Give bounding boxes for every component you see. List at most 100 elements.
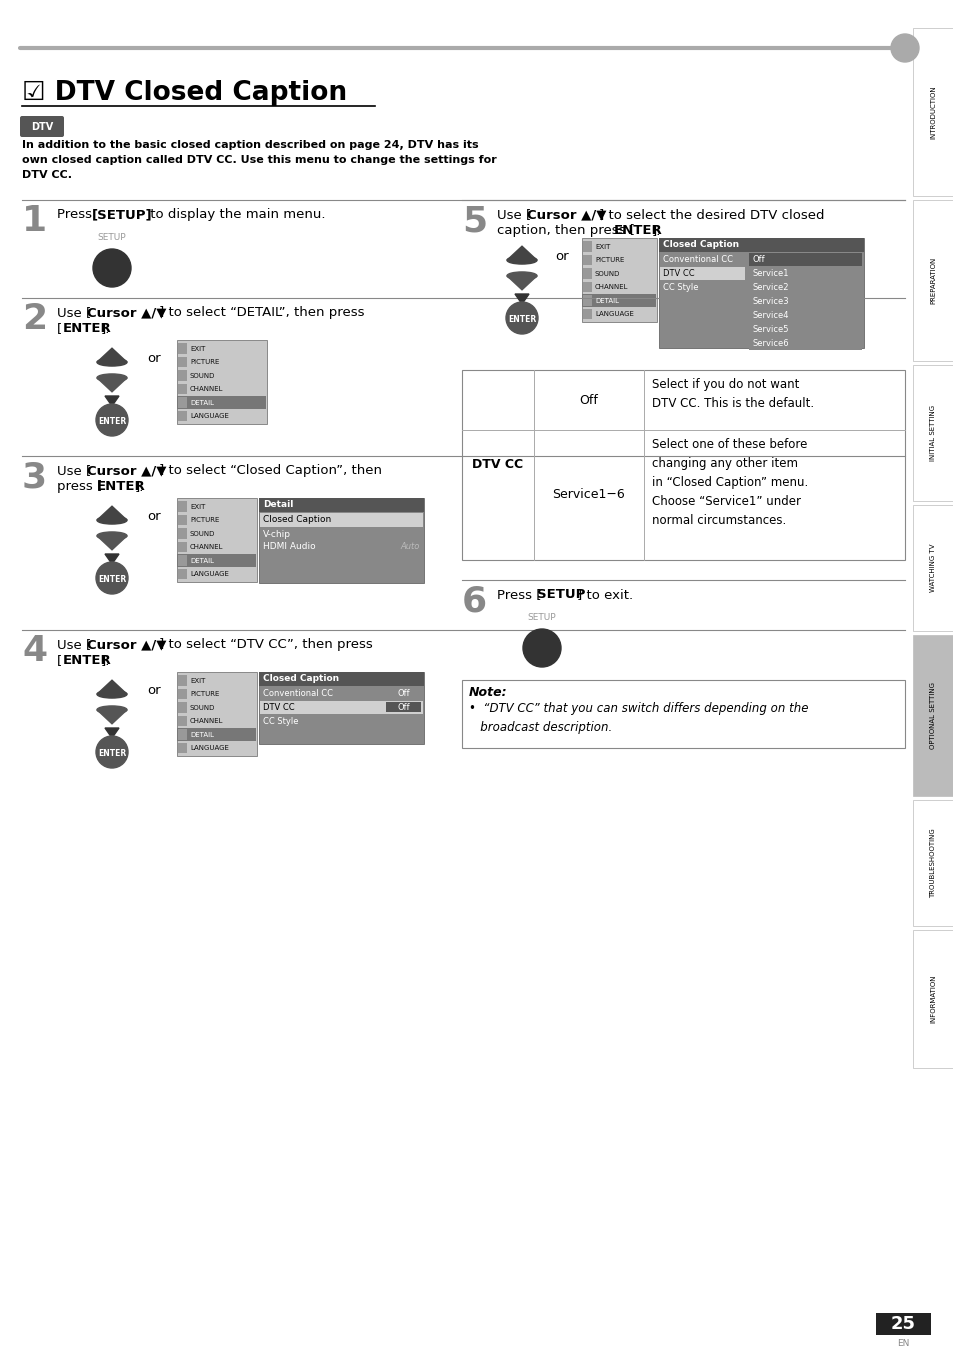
Text: Conventional CC: Conventional CC bbox=[263, 689, 333, 698]
Text: Conventional CC: Conventional CC bbox=[662, 255, 732, 264]
Text: Service1: Service1 bbox=[752, 270, 789, 278]
FancyBboxPatch shape bbox=[386, 702, 420, 712]
Circle shape bbox=[522, 630, 560, 667]
FancyBboxPatch shape bbox=[748, 253, 862, 266]
FancyBboxPatch shape bbox=[178, 528, 187, 538]
Text: SOUND: SOUND bbox=[595, 271, 619, 276]
Text: Off: Off bbox=[579, 394, 598, 407]
Text: DTV: DTV bbox=[30, 123, 53, 132]
Polygon shape bbox=[105, 396, 119, 406]
Text: EXIT: EXIT bbox=[190, 504, 205, 510]
Text: Auto: Auto bbox=[400, 542, 419, 551]
Text: •  “DTV CC” that you can switch differs depending on the
   broadcast descriptio: • “DTV CC” that you can switch differs d… bbox=[469, 702, 807, 735]
Polygon shape bbox=[506, 247, 537, 260]
Text: SETUP: SETUP bbox=[97, 233, 126, 243]
Text: EXIT: EXIT bbox=[190, 678, 205, 683]
Polygon shape bbox=[97, 507, 127, 520]
FancyBboxPatch shape bbox=[659, 253, 744, 266]
Text: DTV CC: DTV CC bbox=[662, 270, 694, 278]
FancyBboxPatch shape bbox=[178, 342, 187, 353]
Text: CHANNEL: CHANNEL bbox=[190, 545, 223, 550]
Text: DETAIL: DETAIL bbox=[595, 298, 618, 303]
FancyBboxPatch shape bbox=[912, 635, 953, 797]
Text: EN: EN bbox=[897, 1339, 909, 1348]
Text: Service1−6: Service1−6 bbox=[552, 488, 625, 501]
Text: CC Style: CC Style bbox=[263, 717, 298, 727]
Text: Use [: Use [ bbox=[57, 638, 91, 651]
FancyBboxPatch shape bbox=[178, 515, 187, 524]
Ellipse shape bbox=[97, 690, 127, 698]
Text: Cursor ▲/▼: Cursor ▲/▼ bbox=[526, 208, 606, 221]
Text: 6: 6 bbox=[461, 584, 487, 617]
FancyBboxPatch shape bbox=[581, 239, 657, 322]
Circle shape bbox=[890, 34, 918, 62]
FancyBboxPatch shape bbox=[258, 673, 423, 686]
Text: Detail: Detail bbox=[263, 500, 294, 510]
FancyBboxPatch shape bbox=[178, 383, 187, 394]
Text: PREPARATION: PREPARATION bbox=[929, 257, 936, 305]
Text: ENTER: ENTER bbox=[63, 322, 112, 336]
Text: ENTER: ENTER bbox=[98, 574, 126, 584]
Text: DETAIL: DETAIL bbox=[190, 400, 213, 406]
FancyBboxPatch shape bbox=[178, 398, 187, 407]
Text: ENTER: ENTER bbox=[98, 748, 126, 758]
Text: Service4: Service4 bbox=[752, 311, 789, 319]
Text: PICTURE: PICTURE bbox=[190, 518, 219, 523]
FancyBboxPatch shape bbox=[178, 716, 187, 727]
FancyBboxPatch shape bbox=[178, 501, 187, 511]
Polygon shape bbox=[97, 535, 127, 550]
FancyBboxPatch shape bbox=[659, 267, 744, 280]
Polygon shape bbox=[105, 728, 119, 737]
Text: Select one of these before
changing any other item
in “Closed Caption” menu.
Cho: Select one of these before changing any … bbox=[651, 438, 807, 527]
FancyBboxPatch shape bbox=[177, 497, 256, 582]
FancyBboxPatch shape bbox=[748, 337, 862, 350]
FancyBboxPatch shape bbox=[582, 309, 592, 319]
FancyBboxPatch shape bbox=[659, 280, 744, 294]
Text: Closed Caption: Closed Caption bbox=[662, 240, 739, 249]
Text: SOUND: SOUND bbox=[190, 531, 215, 537]
Text: ENTER: ENTER bbox=[97, 480, 146, 493]
FancyBboxPatch shape bbox=[912, 930, 953, 1068]
FancyBboxPatch shape bbox=[178, 689, 187, 700]
FancyBboxPatch shape bbox=[912, 28, 953, 195]
FancyBboxPatch shape bbox=[748, 267, 862, 280]
FancyBboxPatch shape bbox=[258, 497, 423, 582]
Text: press [: press [ bbox=[57, 480, 102, 493]
Text: Use [: Use [ bbox=[497, 208, 531, 221]
FancyBboxPatch shape bbox=[748, 295, 862, 307]
Polygon shape bbox=[97, 377, 127, 392]
Text: LANGUAGE: LANGUAGE bbox=[595, 311, 633, 317]
Text: INTRODUCTION: INTRODUCTION bbox=[929, 85, 936, 139]
FancyBboxPatch shape bbox=[582, 241, 592, 252]
Text: Use [: Use [ bbox=[57, 464, 91, 477]
Text: [: [ bbox=[57, 322, 62, 336]
Text: Select if you do not want
DTV CC. This is the default.: Select if you do not want DTV CC. This i… bbox=[651, 377, 813, 410]
Text: Service2: Service2 bbox=[752, 283, 789, 293]
FancyBboxPatch shape bbox=[258, 673, 423, 744]
FancyBboxPatch shape bbox=[260, 514, 422, 527]
Text: ENTER: ENTER bbox=[63, 654, 112, 667]
Text: ENTER: ENTER bbox=[98, 417, 126, 426]
Ellipse shape bbox=[97, 532, 127, 539]
Text: Service3: Service3 bbox=[752, 297, 789, 306]
Circle shape bbox=[92, 249, 131, 287]
Text: Closed Caption: Closed Caption bbox=[263, 674, 338, 683]
Text: CC Style: CC Style bbox=[662, 283, 698, 293]
Text: 25: 25 bbox=[890, 1316, 915, 1333]
Text: Cursor ▲/▼: Cursor ▲/▼ bbox=[87, 464, 167, 477]
FancyBboxPatch shape bbox=[177, 395, 266, 408]
Circle shape bbox=[505, 302, 537, 334]
Text: Cursor ▲/▼: Cursor ▲/▼ bbox=[87, 306, 167, 319]
Text: ].: ]. bbox=[135, 480, 144, 493]
Text: to display the main menu.: to display the main menu. bbox=[146, 208, 325, 221]
FancyBboxPatch shape bbox=[178, 542, 187, 551]
Text: HDMI Audio: HDMI Audio bbox=[263, 542, 315, 551]
FancyBboxPatch shape bbox=[582, 282, 592, 293]
Text: CHANNEL: CHANNEL bbox=[595, 284, 628, 290]
Polygon shape bbox=[105, 554, 119, 563]
Text: ] to select the desired DTV closed: ] to select the desired DTV closed bbox=[598, 208, 823, 221]
FancyBboxPatch shape bbox=[582, 294, 656, 307]
FancyBboxPatch shape bbox=[178, 702, 187, 713]
Ellipse shape bbox=[97, 516, 127, 524]
Text: INFORMATION: INFORMATION bbox=[929, 975, 936, 1023]
